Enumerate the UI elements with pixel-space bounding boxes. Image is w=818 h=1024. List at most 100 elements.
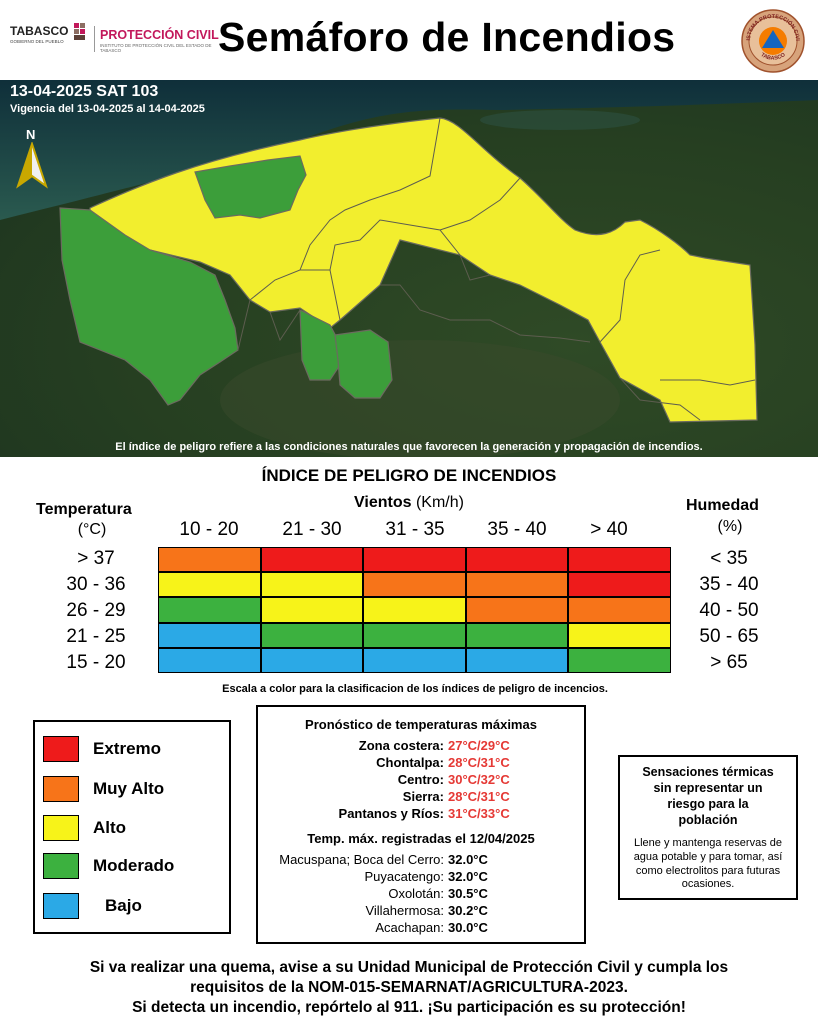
matrix-cell-r4-c2 — [363, 647, 466, 673]
recorded-temp: 32.0°C — [448, 852, 488, 867]
matrix-cell-r1-c1 — [260, 572, 364, 598]
temperature-axis-label: Temperatura — [36, 501, 132, 518]
legend-label-bajo: Bajo — [105, 896, 142, 915]
seal-bottom-text: TABASCO — [759, 52, 787, 62]
footer-line: Si detecta un incendio, repórtelo al 911… — [132, 999, 686, 1017]
temperature-range-4: 15 - 20 — [66, 652, 126, 673]
forecast-zone-label: Pantanos y Ríos: — [338, 806, 444, 821]
wind-range-3: 35 - 40 — [487, 519, 547, 540]
recorded-temp: 30.2°C — [448, 903, 488, 918]
forecast-zone-value: 27°C/29°C — [448, 738, 510, 753]
legend-label-extremo: Extremo — [93, 739, 162, 758]
temperature-range-3: 21 - 25 — [66, 626, 126, 647]
matrix-cell-r4-c4 — [568, 647, 671, 673]
advice-panel: Sensaciones térmicas sin representar un … — [618, 755, 798, 900]
matrix-cell-r0-c1 — [260, 547, 364, 573]
footer-line: Si va realizar una quema, avise a su Uni… — [89, 959, 729, 976]
legend-label-moderado: Moderado — [93, 856, 175, 875]
humidity-unit: (%) — [717, 518, 743, 535]
wind-range-0: 10 - 20 — [179, 519, 239, 540]
matrix-cell-r2-c4 — [568, 597, 671, 623]
north-label: N — [26, 127, 36, 142]
matrix-cell-r2-c1 — [260, 597, 364, 623]
matrix-cell-r3-c3 — [465, 622, 569, 648]
winds-axis-label: Vientos (Km/h) — [0, 494, 818, 512]
temperature-range-2: 26 - 29 — [66, 600, 126, 621]
legend-swatch-moderado — [43, 853, 79, 879]
matrix-cell-r0-c3 — [465, 547, 569, 573]
advice-title-line: riesgo para la — [667, 797, 749, 811]
logo-divider — [94, 26, 95, 52]
matrix-cell-r1-c3 — [465, 572, 569, 598]
forecast-zone-value: 28°C/31°C — [448, 755, 510, 770]
legend-swatch-muy-alto — [43, 776, 79, 802]
matrix-cell-r0-c0 — [158, 547, 261, 573]
matrix-cell-r3-c0 — [158, 622, 261, 648]
matrix-cell-r3-c2 — [363, 622, 466, 648]
matrix-cell-r3-c1 — [260, 622, 364, 648]
forecast-zone-label: Centro: — [397, 772, 444, 787]
advice-body: Llene y mantenga reservas de agua potabl… — [633, 837, 783, 891]
legend-item-alto: Alto — [43, 815, 223, 841]
matrix-cell-r4-c1 — [260, 647, 364, 673]
advice-title: Sensaciones térmicas sin representar un … — [620, 764, 796, 828]
matrix-cell-r2-c0 — [158, 597, 261, 623]
map-validity: Vigencia del 13-04-2025 al 14-04-2025 — [10, 103, 205, 115]
map-region-moderado-south-a — [299, 309, 341, 381]
footer-line: requisitos de la NOM-015-SEMARNAT/AGRICU… — [190, 979, 628, 997]
forecast-zone-label: Zona costera: — [358, 738, 444, 753]
recorded-title: Temp. máx. registradas el 12/04/2025 — [307, 831, 535, 846]
tabasco-logo-subtext: GOBIERNO DEL PUEBLO — [10, 39, 64, 44]
forecast-zone-label: Chontalpa: — [376, 755, 444, 770]
tabasco-logo: TABASCO GOBIERNO DEL PUEBLO — [10, 23, 90, 54]
advice-title-line: sin representar un — [653, 781, 763, 795]
legend-label-muy-alto: Muy Alto — [93, 779, 165, 798]
matrix-cell-r1-c2 — [363, 572, 466, 598]
north-arrow-icon — [16, 142, 48, 189]
fire-danger-map — [0, 80, 818, 457]
map-region-moderado-north — [194, 155, 307, 219]
map-date-code: 13-04-2025 SAT 103 — [10, 83, 159, 100]
wind-range-1: 21 - 30 — [282, 519, 342, 540]
page-title: Semáforo de Incendios — [218, 14, 676, 60]
index-title: ÍNDICE DE PELIGRO DE INCENDIOS — [261, 466, 557, 485]
matrix-cell-r4-c3 — [465, 647, 569, 673]
sea-area — [0, 80, 818, 220]
map-note: El índice de peligro refiere a las condi… — [115, 441, 703, 453]
forecast-title: Pronóstico de temperaturas máximas — [305, 717, 537, 732]
municipal-borders — [237, 117, 756, 421]
tabasco-logo-text: TABASCO — [10, 24, 69, 38]
legend: Extremo Muy Alto Alto Moderado Bajo — [33, 720, 231, 934]
advice-title-line: población — [678, 813, 738, 827]
matrix-cell-r2-c3 — [465, 597, 569, 623]
forecast-zone-value: 28°C/31°C — [448, 789, 510, 804]
header: TABASCO GOBIERNO DEL PUEBLO PROTECCIÓN C… — [0, 0, 818, 80]
recorded-place: Puyacatengo: — [364, 869, 444, 884]
temperature-range-1: 30 - 36 — [66, 574, 126, 595]
matrix-cell-r2-c2 — [363, 597, 466, 623]
legend-swatch-alto — [43, 815, 79, 841]
recorded-temp: 30.5°C — [448, 886, 488, 901]
footer-message: Si va realizar una quema, avise a su Uni… — [0, 958, 818, 1018]
winds-label-text: Vientos — [354, 494, 412, 511]
humidity-range-0: < 35 — [710, 548, 748, 569]
legend-label-alto: Alto — [93, 818, 127, 837]
map-region-moderado-south-b — [334, 329, 393, 399]
svg-text:TABASCO: TABASCO — [759, 52, 787, 62]
recorded-place: Oxolotán: — [388, 886, 444, 901]
matrix-cell-r0-c2 — [363, 547, 466, 573]
humidity-range-1: 35 - 40 — [699, 574, 759, 595]
legend-item-moderado: Moderado — [43, 853, 223, 879]
proteccion-civil-seal-icon: SISTEMA PROTECCIÓN CIVIL TABASCO — [740, 8, 805, 73]
proteccion-civil-logo: PROTECCIÓN CIVIL INSTITUTO DE PROTECCIÓN… — [100, 28, 220, 53]
recorded-place: Villahermosa: — [365, 903, 444, 918]
wind-range-4: > 40 — [590, 519, 628, 540]
advice-title-line: Sensaciones térmicas — [642, 765, 774, 779]
humidity-range-2: 40 - 50 — [699, 600, 759, 621]
scale-caption: Escala a color para la clasificacion de … — [222, 683, 608, 695]
recorded-temp: 30.0°C — [448, 920, 488, 935]
wind-range-2: 31 - 35 — [385, 519, 445, 540]
forecast-panel: Pronóstico de temperaturas máximas Zona … — [256, 705, 586, 944]
recorded-place: Macuspana; Boca del Cerro: — [279, 852, 444, 867]
proteccion-civil-logo-text: PROTECCIÓN CIVIL — [100, 28, 219, 42]
